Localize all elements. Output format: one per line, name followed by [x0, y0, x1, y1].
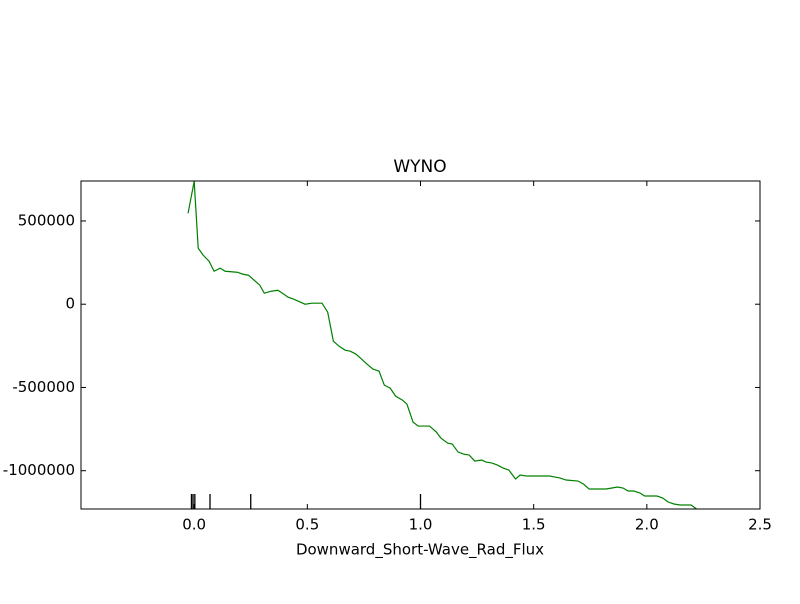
line — [187, 181, 698, 509]
x-tick-label: 1.0 — [409, 516, 433, 534]
x-tick-label: 2.5 — [748, 516, 772, 534]
x-axis-label: Downward_Short-Wave_Rad_Flux — [296, 541, 544, 560]
plot-area — [187, 181, 698, 509]
chart-title: WYNO — [393, 157, 446, 177]
x-tick-label: 1.5 — [522, 516, 546, 534]
y-tick-label: 500000 — [18, 211, 75, 229]
y-tick-label: -1000000 — [3, 461, 75, 479]
y-tick-label: -500000 — [12, 378, 75, 396]
x-tick-label: 0.0 — [182, 516, 206, 534]
x-tick-label: 2.0 — [635, 516, 659, 534]
y-tick-label: 0 — [65, 295, 75, 313]
x-tick-label: 0.5 — [295, 516, 319, 534]
plot-frame — [80, 180, 761, 510]
